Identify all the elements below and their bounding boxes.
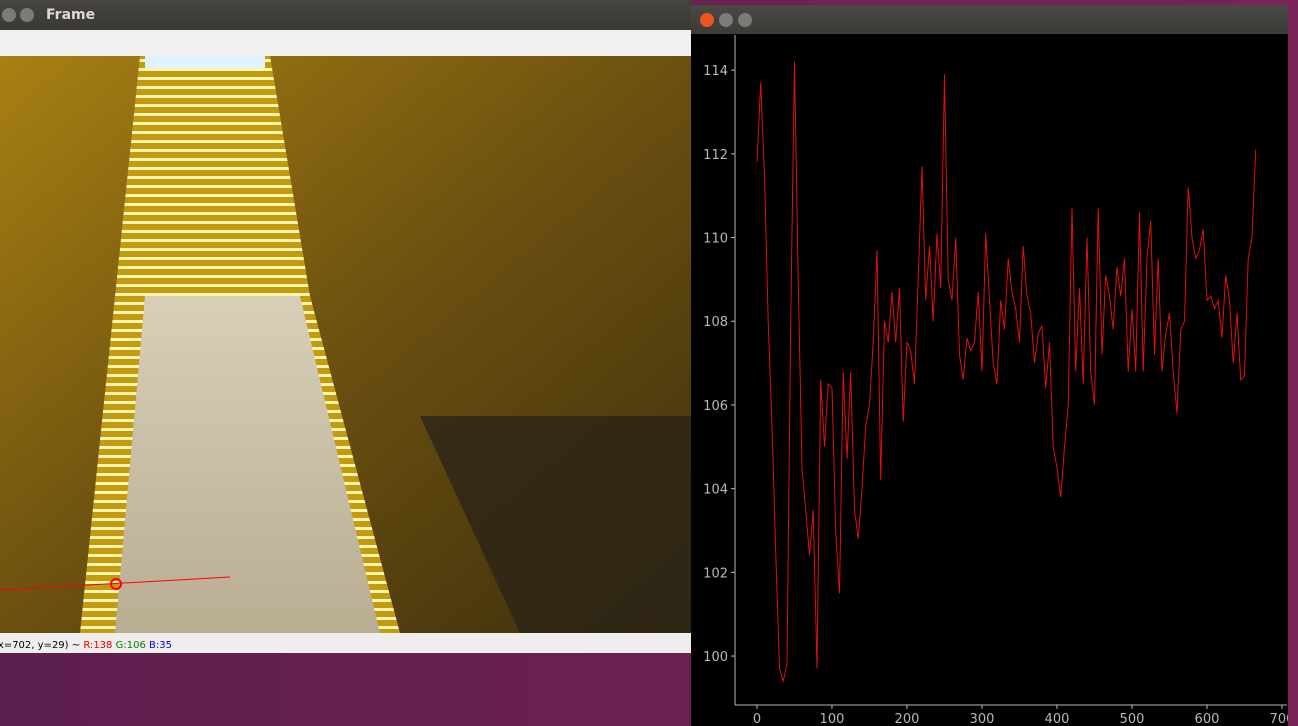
x-tick-label: 300 bbox=[970, 712, 995, 726]
status-green: G:106 bbox=[115, 640, 146, 651]
status-bar: (x=702, y=29) ~ R:138 G:106 B:35 bbox=[0, 640, 172, 651]
status-coords: (x=702, y=29) ~ bbox=[0, 640, 81, 651]
camera-image bbox=[0, 56, 691, 633]
y-tick-label: 112 bbox=[703, 148, 728, 163]
y-tick-label: 102 bbox=[703, 566, 728, 581]
chart: 100 102 104 106 108 110 112 114 0 100 200 300 400 500… bbox=[703, 35, 1288, 726]
plot-window: 100 102 104 106 108 110 112 114 0 100 200 300 400 500… bbox=[691, 5, 1288, 726]
x-tick-label: 700 bbox=[1270, 712, 1288, 726]
minimize-button[interactable] bbox=[20, 8, 34, 22]
minimize-button[interactable] bbox=[719, 13, 733, 27]
x-tick-label: 200 bbox=[895, 712, 920, 726]
y-tick-label: 104 bbox=[703, 483, 728, 498]
x-tick-label: 100 bbox=[820, 712, 845, 726]
status-red: R:138 bbox=[83, 640, 113, 651]
maximize-button[interactable] bbox=[738, 13, 752, 27]
data-line bbox=[756, 61, 1257, 684]
x-tick-label: 600 bbox=[1195, 712, 1220, 726]
close-button[interactable] bbox=[2, 8, 16, 22]
status-blue: B:35 bbox=[149, 640, 172, 651]
close-button[interactable] bbox=[700, 13, 714, 27]
y-tick-label: 114 bbox=[703, 64, 728, 79]
y-tick-label: 100 bbox=[703, 650, 728, 665]
title-bar: Frame bbox=[0, 0, 691, 30]
frame-window: Frame (x=702, y=29) ~ R:138 G:106 B:35 bbox=[0, 0, 691, 653]
y-tick-label: 106 bbox=[703, 399, 728, 414]
x-tick-label: 0 bbox=[753, 712, 761, 726]
y-tick-label: 110 bbox=[703, 232, 728, 247]
x-tick-label: 500 bbox=[1120, 712, 1145, 726]
window-title: Frame bbox=[46, 7, 96, 23]
x-tick-label: 400 bbox=[1045, 712, 1070, 726]
toolbar bbox=[0, 30, 691, 56]
title-bar bbox=[691, 5, 1288, 34]
y-tick-label: 108 bbox=[703, 315, 728, 330]
